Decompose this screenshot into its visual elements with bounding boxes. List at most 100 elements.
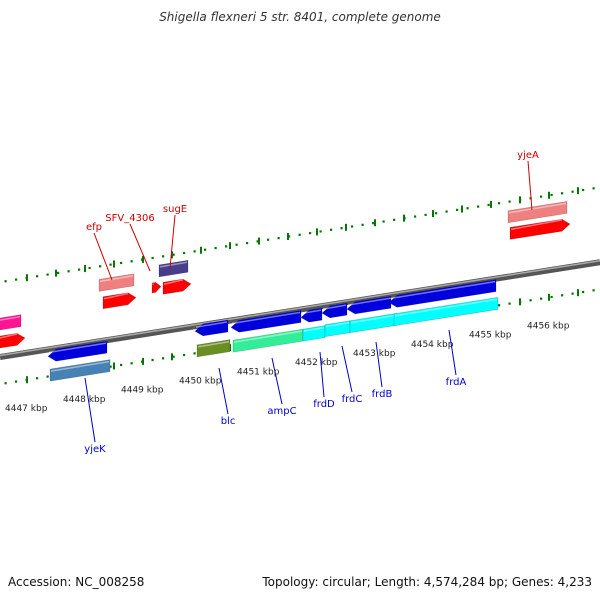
leader-frdC [341,345,353,393]
lower-track-dot [540,297,543,300]
upper-track-dot [78,268,81,271]
feature-yjeA-pseudo [507,201,568,224]
feature-efp-pseudo-shine [99,275,134,283]
gene-label-sfv-4306[interactable]: SFV_4306 [105,213,154,224]
leader-frdD [319,351,325,398]
gene-label-frdc[interactable]: frdC [342,394,363,405]
leader-efp [93,232,113,281]
feature-frdC-shine [325,321,350,328]
kbp-label-4449: 4449 kbp [121,386,164,396]
feature-frdD [302,325,326,342]
feature-efp-shine [103,292,129,300]
kbp-label-4448: 4448 kbp [63,395,106,405]
feature-frdD-shine [303,326,325,332]
upper-track-dot [130,260,133,263]
leader-sugE [169,214,176,269]
upper-track-dot [109,263,112,266]
feature-frdB-arrow-shine [347,297,391,306]
upper-track-dot [382,220,385,223]
upper-track-dot [414,215,417,218]
upper-track-dot [540,195,543,198]
upper-track-dot [288,235,291,238]
lower-track-dot [15,380,18,383]
lower-track-dot [498,304,501,307]
lower-track-dot [193,352,196,355]
gene-label-yjek[interactable]: yjeK [84,444,106,455]
upper-track-dot [256,240,259,243]
feature-yjeK-pseudo-shine [50,360,110,372]
gene-label-blc[interactable]: blc [221,416,236,427]
upper-track-dot [225,245,228,248]
feature-frdA [393,296,499,327]
lower-track-dot [4,382,7,385]
upper-track-dot [361,223,364,226]
lower-track-dot [529,299,532,302]
upper-track-dot [424,213,427,216]
upper-track-dot [508,200,511,203]
feature-yjeK [47,340,108,362]
genome-summary: Topology: circular; Length: 4,574,284 bp… [262,575,592,589]
upper-track-dot [298,233,301,236]
leader-SFV_4306 [129,223,151,272]
feature-blc [196,339,231,358]
gene-label-frda[interactable]: frdA [446,377,467,388]
upper-track-dot [330,228,333,231]
feature-ampC-arrow [230,310,302,333]
gene-label-yjea[interactable]: yjeA [517,150,539,161]
gene-label-frdb[interactable]: frdB [372,389,393,400]
feature-sugE-shine [163,279,184,285]
leader-yjeK [84,377,96,443]
lower-track-dot [508,302,511,305]
kbp-label-4455: 4455 kbp [469,331,512,341]
upper-track-dot [57,271,60,275]
gene-label-efp[interactable]: efp [86,222,102,233]
upper-track-dot [88,266,91,270]
feature-blc-arrow [194,319,229,337]
kbp-label-4454: 4454 kbp [411,340,454,350]
kbp-label-4456: 4456 kbp [527,321,570,331]
feature-efp [102,292,137,310]
upper-track-dot [4,280,7,283]
feature-sfv-4306 [151,282,162,294]
upper-track-dot [456,208,459,211]
kbp-label-4447: 4447 kbp [5,404,48,414]
feature-sugE [162,278,192,295]
gene-label-suge[interactable]: sugE [163,204,187,215]
feature-yjeA-pseudo-shine [508,202,567,214]
feature-red-left-shine [0,333,18,339]
feature-frdB-shine [350,314,396,324]
upper-track-dot [172,253,175,256]
feature-frdD-arrow [300,307,323,323]
feature-sugE-pseudo-shine [159,261,188,268]
feature-yjeA [509,218,571,240]
feature-frdA-shine [394,298,498,317]
feature-frdC-arrow-shine [322,304,347,310]
leader-frdB [375,341,383,388]
lower-track-dot [130,362,133,365]
leader-ampC [271,357,283,405]
feature-red-left [0,333,26,349]
upper-track-dot [477,205,480,208]
gene-label-ampc[interactable]: ampC [267,406,296,417]
kbp-label-4453: 4453 kbp [353,349,396,359]
lower-track-dot [172,355,175,358]
gene-label-frdd[interactable]: frdD [313,399,335,410]
upper-track-dot [466,207,469,210]
feature-efp-pseudo [98,273,135,292]
lower-track-dot [36,377,39,380]
upper-track-dot [309,232,312,235]
upper-track-dot [582,188,585,192]
feature-frdA-arrow-shine [389,280,496,300]
feature-pink-top-left-shine [0,315,21,321]
lower-track-dot [582,290,585,294]
upper-track-dot [151,256,154,260]
lower-track-dot [151,358,154,362]
upper-track-dot [99,265,102,268]
lower-track-dot [46,375,49,378]
kbp-label-4452: 4452 kbp [295,358,338,368]
upper-track-dot [36,275,39,278]
upper-track-dot [246,241,249,245]
upper-track-dot [487,203,490,207]
upper-track-dot [372,222,375,225]
upper-track-dot [193,250,196,253]
